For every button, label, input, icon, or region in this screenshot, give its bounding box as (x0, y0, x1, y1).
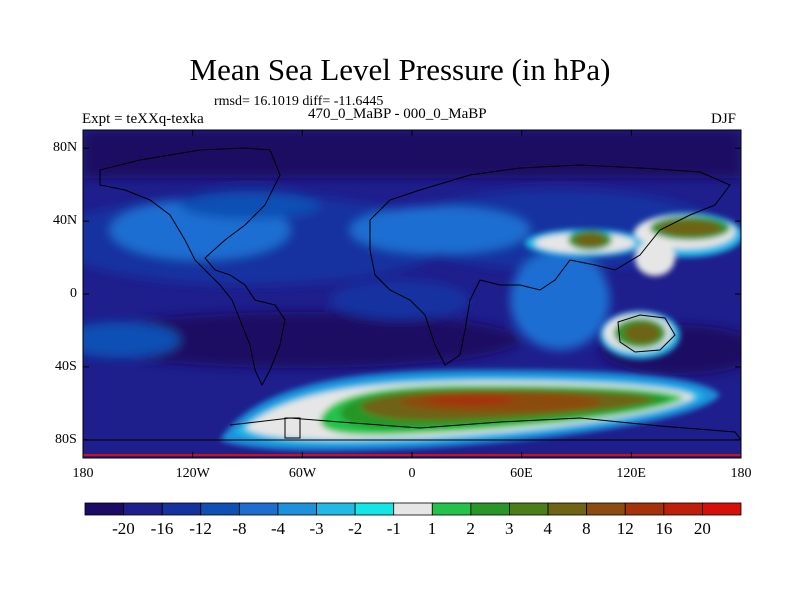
field-region (350, 206, 530, 254)
y-tick-label: 40S (55, 358, 77, 374)
y-tick-label: 80S (55, 431, 77, 447)
colorbar-swatch (702, 502, 742, 516)
colorbar-swatch (509, 502, 549, 516)
colorbar-label: -2 (348, 519, 363, 538)
colorbar-swatch (123, 502, 163, 516)
colorbar-swatch (547, 502, 588, 516)
experiment-label: Expt = teXXq-texka (82, 111, 204, 127)
field-region (574, 233, 606, 247)
x-tick-label: 0 (408, 466, 416, 481)
y-tick-label: 40N (53, 213, 78, 229)
map-field (83, 130, 741, 458)
colorbar-swatch (200, 502, 240, 516)
field-region (635, 240, 675, 276)
coastlines (83, 147, 741, 441)
axis-ticks (82, 130, 742, 458)
field-region (425, 395, 515, 405)
plot-title: Mean Sea Level Pressure (in hPa) (189, 52, 611, 87)
colorbar-label: 1 (427, 519, 437, 538)
colorbar-label: -1 (386, 519, 401, 538)
colorbar-swatch (277, 502, 317, 516)
field-region (83, 322, 180, 358)
field-region (83, 312, 520, 368)
colorbar-label: -3 (309, 519, 324, 538)
colorbar-swatch (84, 502, 124, 516)
eurasia-africa-outline (369, 164, 731, 366)
field-region (330, 280, 470, 320)
colorbar-label: 8 (582, 519, 591, 538)
colorbar-swatch (431, 502, 472, 516)
colorbar-label: -4 (270, 519, 286, 538)
colorbar-swatch (354, 502, 395, 516)
americas-outline (99, 147, 286, 387)
field-region (658, 220, 722, 236)
field-region (180, 191, 320, 219)
colorbar-swatch (316, 502, 356, 516)
colorbar-swatch (624, 502, 665, 516)
season-label: DJF (711, 111, 737, 127)
colorbar-label: 4 (543, 519, 553, 538)
colorbar-label: 3 (504, 519, 514, 538)
colorbar-swatch (393, 502, 433, 516)
land-outline (284, 417, 301, 439)
colorbar-swatch (238, 502, 279, 516)
colorbar-label: 16 (655, 519, 673, 538)
colorbar (84, 502, 742, 516)
y-tick-label: 80N (53, 140, 78, 156)
colorbar-label: 20 (693, 519, 711, 538)
y-tick-label: 0 (70, 286, 77, 301)
comparison-label: 470_0_MaBP - 000_0_MaBP (308, 106, 487, 122)
australia-outline (617, 314, 676, 353)
x-tick-label: 60W (288, 466, 317, 481)
x-tick-label: 120W (175, 466, 210, 481)
x-tick-label: 120E (616, 466, 646, 481)
antarctica-outline (83, 417, 741, 441)
colorbar-swatch (161, 502, 202, 516)
field-region (624, 323, 660, 343)
colorbar-swatch (470, 502, 510, 516)
colorbar-label: -20 (112, 519, 135, 538)
colorbar-label: -12 (189, 519, 212, 538)
colorbar-label: 12 (616, 519, 634, 538)
colorbar-swatch (663, 502, 703, 516)
x-tick-label: 180 (72, 466, 94, 481)
colorbar-swatch (586, 502, 626, 516)
x-tick-label: 60E (510, 466, 533, 481)
stats-label: rmsd= 16.1019 diff= -11.6445 (214, 94, 384, 109)
colorbar-label: 2 (466, 519, 475, 538)
field-region (510, 250, 610, 350)
colorbar-label: -8 (232, 519, 247, 538)
colorbar-label: -16 (150, 519, 174, 538)
arctic-low-band (83, 130, 741, 178)
x-tick-label: 180 (730, 466, 752, 481)
